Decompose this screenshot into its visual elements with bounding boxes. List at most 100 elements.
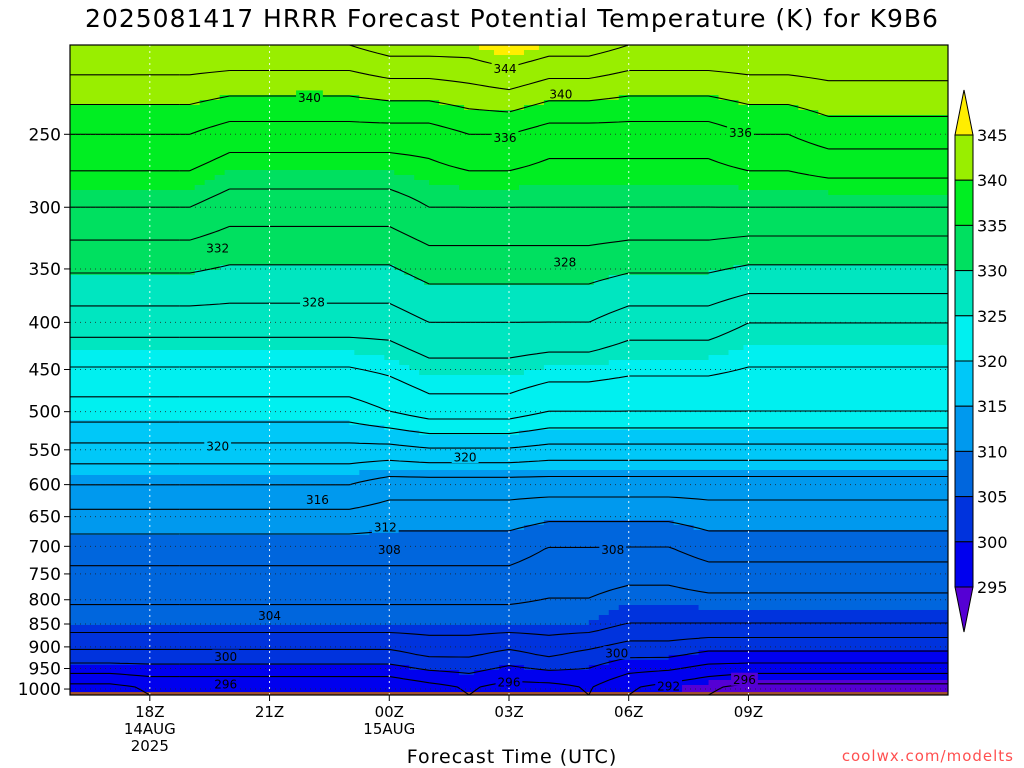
contour-312 bbox=[70, 496, 948, 510]
colorbar-tick-label: 300 bbox=[977, 533, 1008, 552]
fill-cell bbox=[70, 255, 948, 261]
x-tick-label: 2025 bbox=[131, 737, 169, 755]
contour-label-bg bbox=[491, 61, 519, 75]
chart-title: 2025081417 HRRR Forecast Potential Tempe… bbox=[85, 4, 939, 33]
fill-cell bbox=[733, 265, 948, 271]
contour-label-bg bbox=[655, 678, 683, 692]
fill-cell bbox=[70, 585, 948, 591]
contour-label: 300 bbox=[605, 647, 628, 661]
y-tick-label: 400 bbox=[29, 313, 61, 333]
fill-cell bbox=[70, 210, 948, 216]
fill-cell bbox=[70, 600, 948, 606]
fill-cell bbox=[70, 570, 948, 576]
fill-cell bbox=[414, 175, 948, 181]
fill-cell bbox=[70, 370, 420, 376]
fill-cell bbox=[499, 665, 525, 671]
y-tick-label: 750 bbox=[29, 565, 61, 585]
contour-label-bg bbox=[547, 86, 575, 100]
fill-cell bbox=[70, 95, 221, 101]
contour-314 bbox=[70, 475, 948, 486]
contour-label: 308 bbox=[601, 543, 624, 557]
fill-cell bbox=[70, 330, 948, 336]
contour-label: 296 bbox=[498, 675, 521, 689]
colorbar-tick-label: 325 bbox=[977, 307, 1008, 326]
fill-cell bbox=[678, 685, 948, 691]
contour-label-bg bbox=[451, 450, 479, 464]
contour-label-bg bbox=[204, 240, 232, 254]
x-tick-label: 06Z bbox=[614, 703, 643, 721]
fill-cell bbox=[70, 670, 460, 676]
contour-342 bbox=[70, 69, 948, 91]
fill-cell bbox=[818, 110, 948, 116]
fill-cell bbox=[518, 430, 948, 436]
fill-cell bbox=[359, 95, 620, 101]
fill-cell bbox=[708, 270, 948, 276]
contour-label-bg bbox=[603, 646, 631, 660]
contour-label-bg bbox=[304, 492, 331, 506]
fill-cell bbox=[608, 610, 948, 616]
contour-344 bbox=[70, 45, 948, 68]
fill-cell bbox=[70, 355, 385, 361]
fill-cell bbox=[70, 480, 948, 486]
grid-lines bbox=[70, 45, 948, 695]
fill-cell bbox=[70, 465, 948, 471]
fill-cell bbox=[738, 185, 948, 191]
contour-label: 296 bbox=[214, 678, 237, 692]
fill-cell bbox=[543, 100, 740, 106]
colorbar-bin bbox=[954, 179, 974, 226]
fill-cell bbox=[523, 665, 590, 671]
fill-cell bbox=[708, 355, 948, 361]
fill-cell bbox=[70, 120, 948, 126]
x-axis-label: Forecast Time (UTC) bbox=[406, 746, 618, 768]
fill-cell bbox=[598, 615, 948, 621]
fill-cell bbox=[204, 180, 430, 186]
contour-label: 312 bbox=[374, 520, 397, 534]
fill-cell bbox=[70, 90, 948, 96]
colorbar-bin bbox=[954, 450, 974, 498]
contour-label: 300 bbox=[214, 650, 237, 664]
y-tick-label: 1000 bbox=[18, 680, 61, 700]
y-tick-label: 300 bbox=[29, 198, 61, 218]
fill-cell bbox=[738, 100, 948, 106]
y-tick-label: 850 bbox=[29, 615, 61, 635]
fill-cell bbox=[404, 270, 710, 276]
fill-cell bbox=[70, 300, 948, 306]
fill-cell bbox=[429, 180, 948, 186]
fill-cell bbox=[70, 110, 819, 116]
fill-cell bbox=[70, 125, 948, 131]
fill-cell bbox=[70, 530, 370, 536]
fill-cell bbox=[369, 530, 948, 536]
fill-cell bbox=[70, 280, 425, 286]
contour-324 bbox=[70, 366, 948, 395]
fill-cell bbox=[70, 450, 948, 456]
fill-cell bbox=[70, 390, 948, 396]
fill-cell bbox=[70, 365, 410, 371]
contour-298 bbox=[70, 662, 948, 695]
fill-cell bbox=[70, 350, 355, 356]
fill-cell bbox=[70, 220, 948, 226]
contour-label-bg bbox=[212, 649, 240, 663]
contour-label-bg bbox=[599, 542, 627, 556]
y-tick-label: 700 bbox=[29, 537, 61, 557]
colorbar-bin bbox=[954, 270, 974, 317]
contour-label-bg bbox=[256, 608, 283, 622]
fill-cell bbox=[384, 355, 710, 361]
fill-cell bbox=[673, 520, 948, 526]
fill-cell bbox=[70, 645, 948, 651]
fill-cell bbox=[693, 525, 948, 531]
colorbar-bin bbox=[954, 134, 974, 181]
fill-cell bbox=[394, 170, 948, 176]
fill-cell bbox=[194, 185, 460, 191]
fill-cell bbox=[70, 470, 360, 476]
fill-cell bbox=[70, 305, 948, 311]
fill-cell bbox=[474, 670, 948, 676]
fill-cell bbox=[70, 400, 948, 406]
contour-label: 304 bbox=[258, 609, 281, 623]
contour-label-bg bbox=[491, 130, 519, 144]
fill-cell bbox=[70, 285, 948, 291]
fill-cell bbox=[459, 185, 520, 191]
fill-cell bbox=[464, 105, 525, 111]
contour-label-bg bbox=[212, 677, 240, 691]
fill-cell bbox=[70, 405, 948, 411]
